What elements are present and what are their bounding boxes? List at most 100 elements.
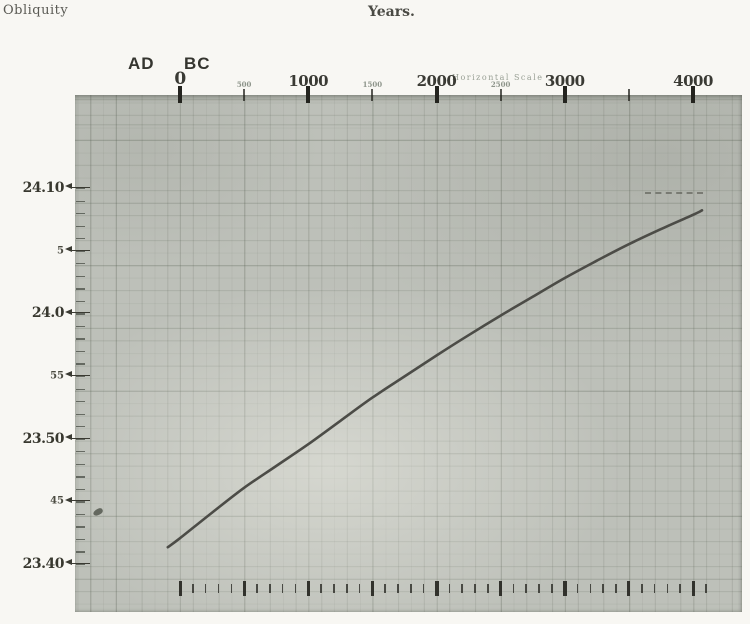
y-arcmin-dash <box>76 275 85 278</box>
y-arcmin-dash <box>76 350 85 353</box>
ruler-tick-3900 <box>679 584 681 593</box>
x-axis-title: Years. <box>368 4 415 20</box>
ruler-tick-3300 <box>602 584 605 593</box>
y-arcmin-dash <box>76 200 85 202</box>
y-tick-arrow-45 <box>65 496 90 503</box>
x-tick-1000 <box>306 86 311 103</box>
ruler-tick-2300 <box>474 584 476 593</box>
ruler-tick-800 <box>281 584 284 593</box>
y-tick-arrow-23.50 <box>65 434 90 441</box>
x-tick-4000 <box>691 86 696 103</box>
ruler-tick-2100 <box>448 584 451 593</box>
ruler-tick-300 <box>217 584 220 593</box>
ruler-tick-4100 <box>705 584 707 593</box>
ruler-tick-1400 <box>358 584 361 593</box>
x-tick-2500 <box>499 89 502 101</box>
ruler-tick-3800 <box>666 584 669 593</box>
ruler-tick-3000 <box>563 581 567 596</box>
ruler-tick-1700 <box>397 584 399 593</box>
ruler-tick-2000 <box>435 581 439 596</box>
y-arcmin-dash <box>76 363 85 365</box>
ruler-tick-400 <box>230 584 233 593</box>
ruler-tick-2500 <box>499 581 503 596</box>
x-tick-label-500: 500 <box>236 80 252 89</box>
x-tick-2000 <box>434 86 439 103</box>
horizontal-scale-note: Horizontal Scale <box>452 73 544 82</box>
ruler-tick-1900 <box>422 584 425 593</box>
y-tick-arrow-23.40 <box>65 559 90 566</box>
y-arcmin-dash <box>76 188 85 190</box>
x-tick-label-0: 0 <box>174 69 186 89</box>
y-arcmin-dash <box>76 338 85 340</box>
x-tick-3500 <box>627 89 630 101</box>
y-arcmin-dash <box>76 476 85 478</box>
ruler-tick-1100 <box>320 584 322 593</box>
x-tick-label-3000: 3000 <box>544 72 585 90</box>
y-tick-label-5: 5 <box>57 245 64 257</box>
x-tick-label-2500: 2500 <box>490 80 511 89</box>
y-tick-label-45: 45 <box>50 495 64 507</box>
ruler-tick-700 <box>268 584 271 593</box>
y-arcmin-dash <box>76 401 85 403</box>
ruler-tick-2800 <box>538 584 540 593</box>
x-tick-3000 <box>562 86 567 103</box>
y-arcmin-dash <box>76 313 85 315</box>
x-tick-500 <box>243 89 246 101</box>
ruler-tick-1300 <box>345 584 348 593</box>
y-arcmin-dash <box>76 564 85 566</box>
ruler-tick-1200 <box>333 584 335 593</box>
y-arcmin-dash <box>76 501 85 503</box>
y-tick-arrow-24.10 <box>65 183 90 190</box>
ruler-tick-3500 <box>627 581 631 596</box>
y-arcmin-dash <box>76 325 85 328</box>
y-axis-title: Obliquity <box>3 3 69 18</box>
y-tick-label-24.10: 24.10 <box>22 180 65 196</box>
terminal-dashed-line <box>645 192 703 194</box>
ruler-tick-1600 <box>384 584 386 593</box>
y-tick-label-55: 55 <box>50 370 64 382</box>
x-tick-1500 <box>371 89 374 101</box>
y-arcmin-dash <box>76 526 85 528</box>
ruler-tick-900 <box>294 584 297 593</box>
y-arcmin-dash <box>76 538 85 541</box>
ruler-tick-2900 <box>551 584 553 593</box>
y-arcmin-dash <box>76 238 85 240</box>
y-arcmin-dash <box>76 225 85 227</box>
ruler-tick-3400 <box>615 584 617 593</box>
y-arcmin-dash <box>76 263 85 265</box>
y-arcmin-dash <box>76 426 85 428</box>
x-tick-0 <box>178 86 182 103</box>
ruler-tick-600 <box>256 584 258 593</box>
y-arcmin-dash <box>76 250 85 252</box>
ruler-tick-0 <box>178 581 182 596</box>
ruler-tick-3200 <box>589 584 592 593</box>
ruler-tick-2700 <box>525 584 528 593</box>
y-arcmin-dash <box>76 551 85 553</box>
y-arcmin-dash <box>76 451 85 453</box>
plot-area <box>75 95 742 612</box>
y-arcmin-dash <box>76 513 85 516</box>
ruler-tick-200 <box>204 584 207 593</box>
y-tick-label-23.40: 23.40 <box>22 556 65 572</box>
y-tick-arrow-5 <box>65 246 90 253</box>
y-tick-arrow-55 <box>65 371 90 378</box>
y-arcmin-dash <box>76 388 85 390</box>
y-arcmin-dash <box>76 438 85 440</box>
ruler-tick-1800 <box>410 584 412 593</box>
x-tick-label-1500: 1500 <box>362 80 383 89</box>
ruler-tick-2200 <box>461 584 463 593</box>
y-arcmin-dash <box>76 463 85 466</box>
ruler-tick-100 <box>192 584 194 593</box>
y-arcmin-dash <box>76 213 85 215</box>
ruler-tick-1000 <box>306 581 311 596</box>
x-tick-label-4000: 4000 <box>673 72 713 90</box>
ruler-tick-4000 <box>691 581 696 596</box>
y-arcmin-dash <box>76 376 85 378</box>
era-label-ad: AD <box>128 54 155 73</box>
ruler-tick-3600 <box>640 584 643 593</box>
era-label-bc: BC <box>184 54 211 73</box>
ruler-tick-500 <box>242 581 246 596</box>
x-tick-label-1000: 1000 <box>288 72 329 90</box>
ruler-tick-2400 <box>487 584 489 593</box>
